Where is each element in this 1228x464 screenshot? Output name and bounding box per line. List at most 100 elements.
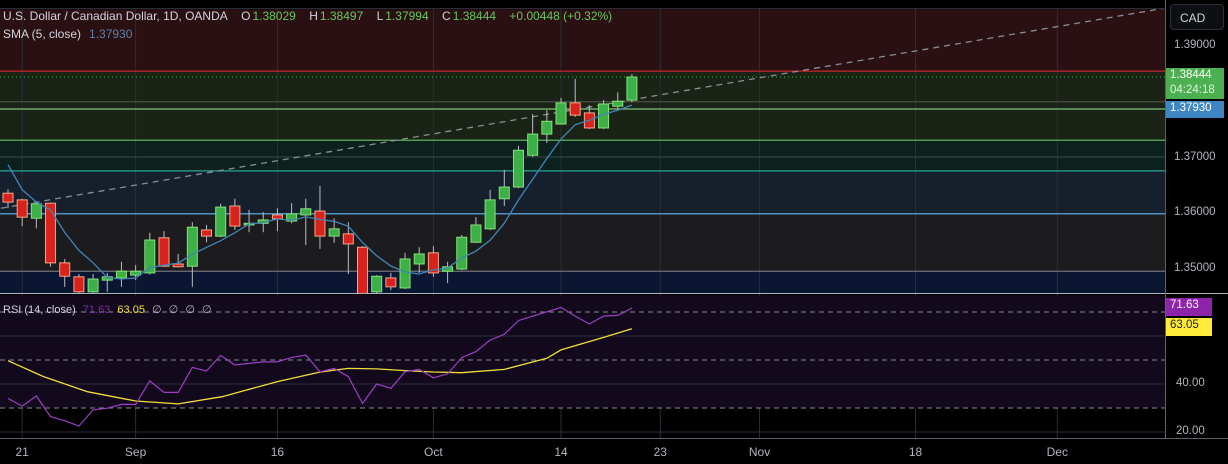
close-value: 1.38444 [452, 9, 497, 23]
candle-down [271, 214, 283, 220]
symbol-legend[interactable]: U.S. Dollar / Canadian Dollar, 1D, OANDA… [3, 8, 614, 24]
sma-price-badge: 1.37930 [1166, 101, 1224, 118]
price-zone [0, 71, 1165, 141]
open-label: O [241, 9, 251, 23]
rsi-ma-polyline [7, 328, 633, 405]
candle-up [612, 100, 624, 107]
trendline-dashed [0, 9, 1164, 209]
candle-up [87, 278, 99, 293]
currency-button[interactable]: CAD [1170, 4, 1224, 30]
candle-up [413, 253, 425, 265]
candle-down [357, 246, 368, 293]
candle-up [286, 213, 298, 222]
candle-up [30, 203, 42, 219]
candle-down [314, 210, 326, 237]
candle-up [626, 76, 638, 101]
last-price-badge: 1.38444 04:24:18 [1166, 68, 1224, 99]
change-value: +0.00448 (+0.32%) [509, 9, 613, 23]
rsi-pane [0, 295, 1165, 433]
price-zone [0, 170, 1165, 214]
price-tick-label: 1.39000 [1174, 39, 1216, 51]
price-tick-label: 1.35000 [1174, 262, 1216, 274]
trendline[interactable] [0, 8, 1165, 209]
candle-up [130, 270, 142, 276]
candle-down [16, 199, 28, 218]
candle-down [172, 263, 184, 268]
price-tick-label: 1.37000 [1174, 150, 1216, 163]
price-zone [0, 271, 1165, 293]
candle-up [541, 120, 553, 135]
candle-up [512, 149, 524, 188]
last-price: 1.38444 [1170, 69, 1212, 81]
candle-down [45, 202, 57, 264]
close-label: C [442, 9, 451, 23]
symbol-title: U.S. Dollar / Canadian Dollar, 1D, OANDA [3, 9, 228, 23]
pane-frames [0, 0, 1228, 439]
sma-legend[interactable]: SMA (5, close) 1.37930 [3, 26, 134, 42]
candle-up [115, 270, 127, 279]
candle-up [186, 226, 198, 267]
candles [2, 74, 638, 293]
candle-down [59, 262, 71, 277]
candle-down [342, 233, 354, 245]
sma-line [7, 104, 633, 280]
candle-up [215, 206, 227, 237]
sma-value: 1.37930 [89, 27, 133, 41]
time-tick-label: Nov [748, 445, 771, 459]
candle-up [371, 275, 383, 293]
candle-down [2, 192, 14, 203]
rsi-label: RSI (14, close) [3, 304, 76, 316]
candle-down [569, 102, 581, 116]
price-zones [0, 9, 1165, 293]
rsi-ma-value: 63.05 [117, 304, 145, 316]
candle-up [498, 186, 510, 200]
sma-polyline [7, 104, 633, 280]
candle-up [144, 239, 156, 274]
price-zone [0, 140, 1165, 171]
open-value: 1.38029 [252, 9, 296, 23]
rsi-extra-3: ∅ [185, 304, 195, 316]
time-tick-label: Dec [1046, 445, 1068, 459]
rsi-tick-label: 20.00 [1176, 425, 1205, 437]
candle-up [470, 224, 482, 243]
candle-up [527, 133, 539, 156]
rsi-extra-4: ∅ [201, 304, 212, 316]
level-lines [0, 70, 1165, 272]
candle-up [456, 236, 468, 270]
low-value: 1.37994 [385, 9, 429, 23]
price-zone [0, 9, 1165, 72]
candle-down [427, 252, 439, 274]
rsi-badge: 71.63 [1166, 298, 1212, 316]
rsi-tick-label: 40.00 [1176, 377, 1205, 389]
sma-label: SMA (5, close) [3, 27, 82, 41]
rsi-polyline [7, 306, 633, 427]
candle-up [484, 199, 496, 230]
candle-down [158, 237, 170, 267]
candle-up [399, 258, 411, 289]
high-label: H [309, 9, 318, 23]
candle-down [229, 205, 241, 227]
candle-up [328, 228, 340, 237]
rsi-ma-badge: 63.05 [1166, 318, 1212, 336]
rsi-band-fill [0, 295, 1165, 408]
time-tick-label: 16 [270, 445, 285, 459]
time-tick-label: 14 [554, 445, 568, 459]
time-tick-label: Sep [124, 445, 147, 459]
rsi-extra-1: ∅ [152, 304, 162, 316]
time-tick-label: 18 [908, 445, 923, 459]
rsi-legend[interactable]: RSI (14, close) 71.63 63.05 ∅ ∅ ∅ ∅ [3, 303, 212, 316]
bar-countdown: 04:24:18 [1170, 84, 1215, 96]
candle-down [73, 276, 85, 293]
candle-up [300, 208, 312, 216]
time-tick-label: Oct [424, 445, 443, 459]
rsi-value: 71.63 [82, 304, 111, 316]
time-tick-label: 23 [653, 445, 667, 459]
candle-down [385, 277, 397, 288]
rsi-extra-2: ∅ [168, 304, 179, 316]
price-tick-label: 1.36000 [1174, 206, 1216, 219]
candle-up [555, 102, 567, 125]
high-value: 1.38497 [319, 9, 364, 23]
time-tick-label: 21 [15, 445, 29, 459]
price-zone [0, 213, 1165, 272]
